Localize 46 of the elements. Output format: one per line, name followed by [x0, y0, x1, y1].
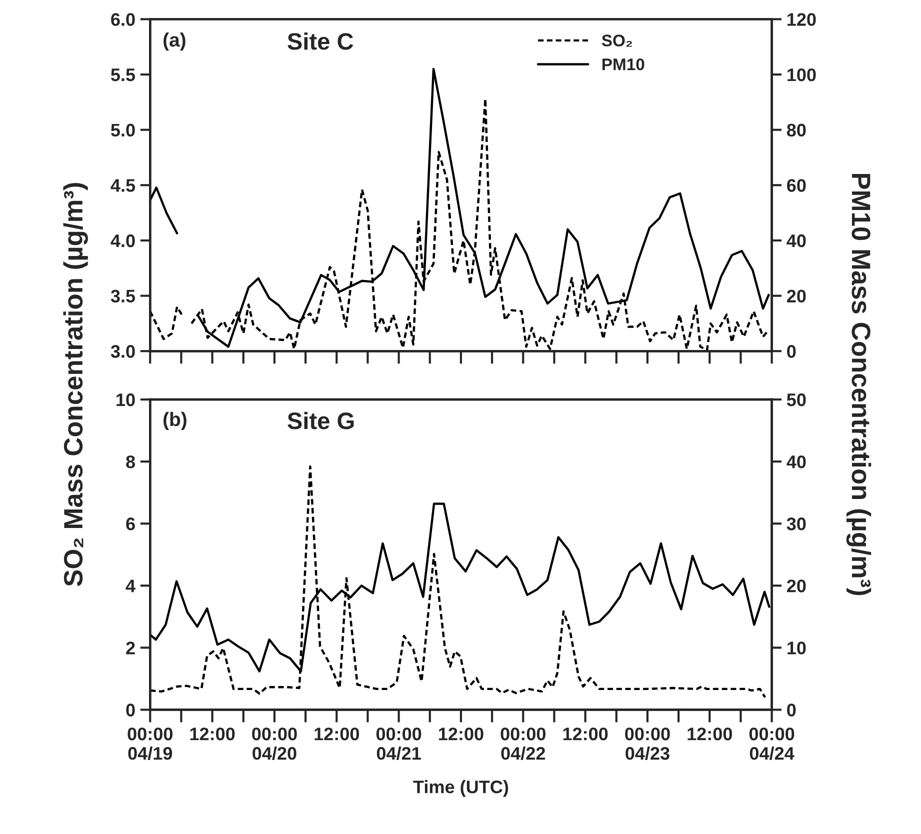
x-tick-label: 12:00: [190, 728, 235, 740]
y2-tick-label: 10: [788, 642, 806, 654]
y-tick-label: 10: [116, 393, 135, 406]
y-tick-label: 4: [126, 580, 136, 592]
y-tick-label: 4.0: [110, 234, 135, 248]
y2-tick-label: 30: [786, 518, 806, 530]
y2-tick-label: 60: [787, 179, 806, 192]
x-tick-label: 00:00 04/20: [252, 728, 297, 760]
y2-tick-label: 20: [787, 580, 806, 592]
x-tick-label: 00:00 04/22: [500, 728, 546, 760]
y-axis-title: SO₂ Mass Concentration (µg/m³): [63, 183, 88, 586]
x-tick-label: 00:00 04/23: [625, 728, 670, 760]
y-tick-label: 6.0: [111, 13, 135, 26]
y2-tick-label: 0: [787, 345, 796, 358]
y2-tick-label: 100: [788, 68, 816, 82]
y2-tick-label: 40: [786, 455, 806, 468]
x-tick-label: 12:00: [563, 728, 608, 740]
y-tick-label: 5.0: [111, 124, 135, 137]
y-tick-label: 5.5: [111, 68, 136, 82]
x-axis-title: Time (UTC): [413, 780, 508, 797]
y2-tick-label: 20: [787, 290, 806, 303]
y-tick-label: 0: [126, 704, 135, 716]
annotation: (b): [164, 412, 186, 430]
y-tick-label: 2: [126, 642, 135, 654]
x-tick-label: 00:00 04/19: [128, 728, 172, 760]
y-tick-label: 4.5: [110, 179, 136, 192]
y2-tick-label: 80: [786, 124, 806, 137]
x-tick-label: 00:00 04/24: [749, 728, 794, 760]
annotation: Site C: [288, 32, 354, 50]
y2-axis-title: PM10 Mass Concentration (µg/m³): [846, 174, 872, 596]
y-tick-label: 6: [126, 518, 135, 530]
legend-label: PM10: [602, 58, 644, 70]
annotation: Site G: [288, 412, 354, 430]
y-tick-label: 8: [126, 455, 135, 468]
x-tick-label: 12:00: [314, 728, 359, 740]
y2-tick-label: 120: [788, 13, 816, 26]
annotation: (a): [164, 32, 186, 51]
y2-tick-label: 40: [786, 234, 806, 248]
x-tick-label: 12:00: [688, 728, 732, 740]
x-tick-label: 00:00 04/21: [376, 728, 422, 760]
x-tick-label: 12:00: [439, 728, 484, 740]
legend-label: SO₂: [602, 34, 632, 47]
y2-tick-label: 0: [787, 704, 796, 716]
y2-tick-label: 50: [786, 393, 806, 406]
y-tick-label: 3.5: [110, 290, 136, 303]
y-tick-label: 3.0: [110, 345, 135, 358]
